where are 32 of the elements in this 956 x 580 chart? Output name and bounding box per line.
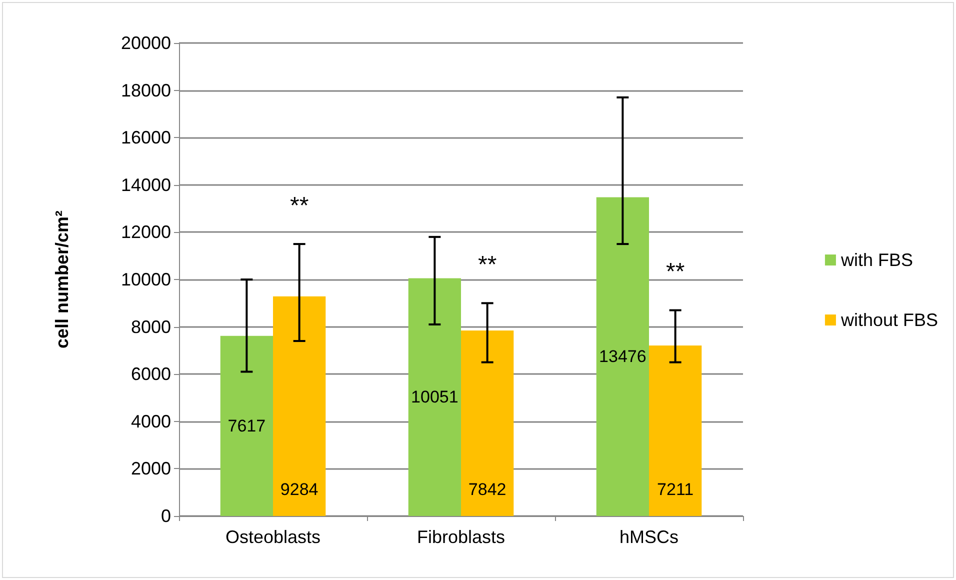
bar xyxy=(273,296,326,516)
y-tick-label: 12000 xyxy=(120,222,171,242)
data-label: 7842 xyxy=(468,480,506,499)
y-tick-label: 6000 xyxy=(130,364,171,384)
annotation: ** xyxy=(290,192,309,220)
y-tick-label: 0 xyxy=(160,506,171,526)
x-tick-label: Osteoblasts xyxy=(225,527,321,547)
bar xyxy=(461,330,514,516)
bar xyxy=(220,336,273,516)
data-label: 7211 xyxy=(657,480,694,499)
x-tick-label: Fibroblasts xyxy=(416,527,506,547)
y-tick-label: 16000 xyxy=(120,128,171,148)
y-tick-label: 20000 xyxy=(120,33,171,53)
y-tick-label: 8000 xyxy=(130,316,171,337)
y-tick-label: 4000 xyxy=(130,411,171,432)
y-tick-label: 18000 xyxy=(120,80,171,100)
y-tick-label: 10000 xyxy=(120,270,171,290)
annotation: ** xyxy=(478,252,497,279)
y-tick-label: 2000 xyxy=(130,458,171,479)
y-tick-label: 14000 xyxy=(120,174,171,195)
data-label: 13476 xyxy=(599,347,646,366)
data-label: 9284 xyxy=(280,480,318,499)
y-axis-title: cell number/cm² xyxy=(52,210,72,349)
x-tick-label: hMSCs xyxy=(619,527,679,547)
bar xyxy=(596,197,649,516)
data-label: 10051 xyxy=(411,388,458,407)
annotation: ** xyxy=(666,258,685,286)
bar xyxy=(408,278,461,516)
legend-label: with FBS xyxy=(840,250,913,270)
data-label: 7617 xyxy=(228,416,266,436)
bar xyxy=(649,345,702,516)
legend-label: without FBS xyxy=(840,310,938,330)
